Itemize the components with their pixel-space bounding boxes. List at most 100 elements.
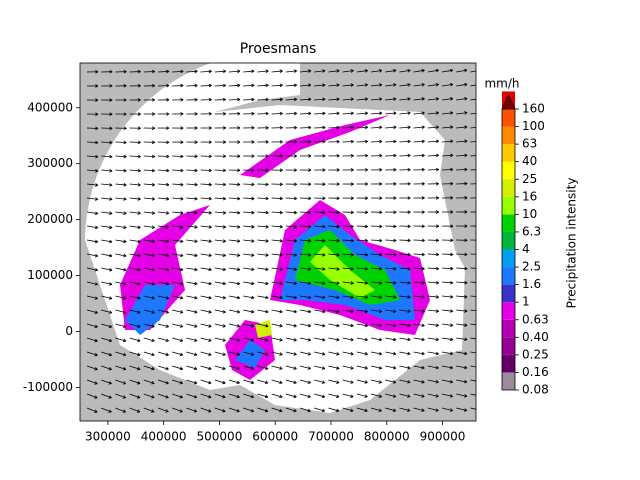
vector-head bbox=[236, 295, 241, 300]
vector-head bbox=[137, 140, 141, 145]
vector-head bbox=[407, 380, 411, 384]
vector-head bbox=[435, 351, 439, 356]
vector-head bbox=[350, 168, 354, 172]
motion-vector bbox=[214, 225, 226, 228]
motion-vector bbox=[271, 113, 283, 115]
vector-head bbox=[194, 338, 198, 342]
vector-head bbox=[479, 281, 482, 284]
vector-head bbox=[293, 323, 297, 328]
motion-vector bbox=[328, 267, 340, 270]
motion-vector bbox=[314, 253, 326, 256]
vector-head bbox=[321, 352, 326, 356]
motion-vector bbox=[399, 365, 411, 369]
vector-head bbox=[250, 352, 255, 356]
vector-head bbox=[136, 409, 141, 413]
motion-vector bbox=[143, 71, 155, 73]
motion-vector bbox=[271, 365, 283, 370]
vector-head bbox=[136, 395, 141, 399]
vector-head bbox=[137, 310, 141, 314]
vector-head bbox=[464, 295, 468, 299]
motion-vector bbox=[385, 337, 397, 341]
motion-vector bbox=[172, 393, 183, 398]
motion-vector bbox=[143, 197, 155, 200]
motion-vector bbox=[115, 351, 127, 356]
vector-head bbox=[151, 112, 155, 116]
x-tick-label: 400000 bbox=[141, 430, 187, 444]
vector-head bbox=[322, 154, 326, 158]
vector-head bbox=[449, 68, 454, 73]
vector-head bbox=[194, 196, 198, 201]
motion-vector bbox=[157, 379, 169, 384]
motion-vector bbox=[200, 239, 212, 242]
motion-vector bbox=[101, 183, 113, 186]
motion-vector bbox=[356, 267, 368, 270]
vector-head bbox=[279, 111, 283, 116]
motion-vector bbox=[200, 70, 212, 73]
motion-vector bbox=[186, 85, 198, 87]
motion-vector bbox=[200, 281, 212, 285]
motion-vector bbox=[399, 69, 411, 73]
motion-vector bbox=[200, 197, 212, 200]
motion-vector bbox=[129, 169, 141, 172]
vector-head bbox=[265, 281, 269, 286]
motion-vector bbox=[186, 407, 197, 413]
vector-head bbox=[237, 83, 241, 88]
vector-head bbox=[308, 125, 312, 130]
motion-vector bbox=[200, 211, 212, 214]
vector-head bbox=[123, 126, 127, 131]
vector-head bbox=[279, 352, 283, 356]
motion-vector bbox=[285, 113, 297, 115]
motion-vector bbox=[186, 211, 198, 214]
vector-head bbox=[379, 267, 383, 271]
colorbar-segment bbox=[502, 249, 515, 268]
motion-vector bbox=[342, 267, 354, 270]
y-tick-label: 300000 bbox=[27, 156, 73, 170]
motion-vector bbox=[257, 295, 269, 299]
vector-head bbox=[379, 168, 383, 172]
motion-vector bbox=[172, 253, 184, 257]
vector-head bbox=[137, 366, 141, 371]
motion-vector bbox=[157, 281, 169, 285]
vector-head bbox=[421, 210, 425, 214]
vector-head bbox=[123, 239, 127, 244]
motion-vector bbox=[285, 267, 297, 270]
motion-vector bbox=[385, 393, 396, 398]
vector-head bbox=[222, 409, 226, 413]
motion-vector bbox=[143, 267, 155, 271]
vector-head bbox=[464, 309, 468, 313]
vector-head bbox=[322, 238, 326, 243]
motion-vector bbox=[413, 281, 425, 284]
vector-head bbox=[179, 310, 184, 314]
vector-head bbox=[308, 111, 312, 116]
vector-head bbox=[364, 394, 368, 398]
vector-head bbox=[250, 394, 254, 399]
vector-head bbox=[109, 225, 113, 230]
vector-head bbox=[193, 409, 198, 413]
motion-vector bbox=[143, 169, 155, 172]
vector-head bbox=[350, 97, 354, 101]
motion-vector bbox=[129, 211, 141, 214]
vector-head bbox=[379, 210, 383, 215]
vector-head bbox=[293, 168, 297, 172]
vector-head bbox=[165, 296, 170, 300]
motion-vector bbox=[186, 70, 198, 73]
y-tick-label: 0 bbox=[65, 324, 73, 338]
motion-vector bbox=[299, 70, 311, 73]
vector-head bbox=[421, 68, 425, 73]
vector-head bbox=[421, 252, 425, 257]
motion-vector bbox=[172, 337, 183, 342]
vector-head bbox=[407, 83, 411, 87]
motion-vector bbox=[456, 295, 468, 298]
vector-head bbox=[94, 324, 98, 329]
motion-vector bbox=[413, 365, 425, 369]
motion-vector bbox=[413, 140, 425, 143]
vector-head bbox=[449, 365, 454, 370]
motion-vector bbox=[299, 309, 311, 313]
vector-head bbox=[265, 182, 269, 187]
motion-vector bbox=[172, 365, 183, 370]
vector-head bbox=[308, 239, 312, 243]
vector-head bbox=[279, 408, 283, 413]
vector-head bbox=[236, 239, 241, 243]
motion-vector bbox=[115, 323, 127, 328]
vector-head bbox=[265, 253, 269, 257]
